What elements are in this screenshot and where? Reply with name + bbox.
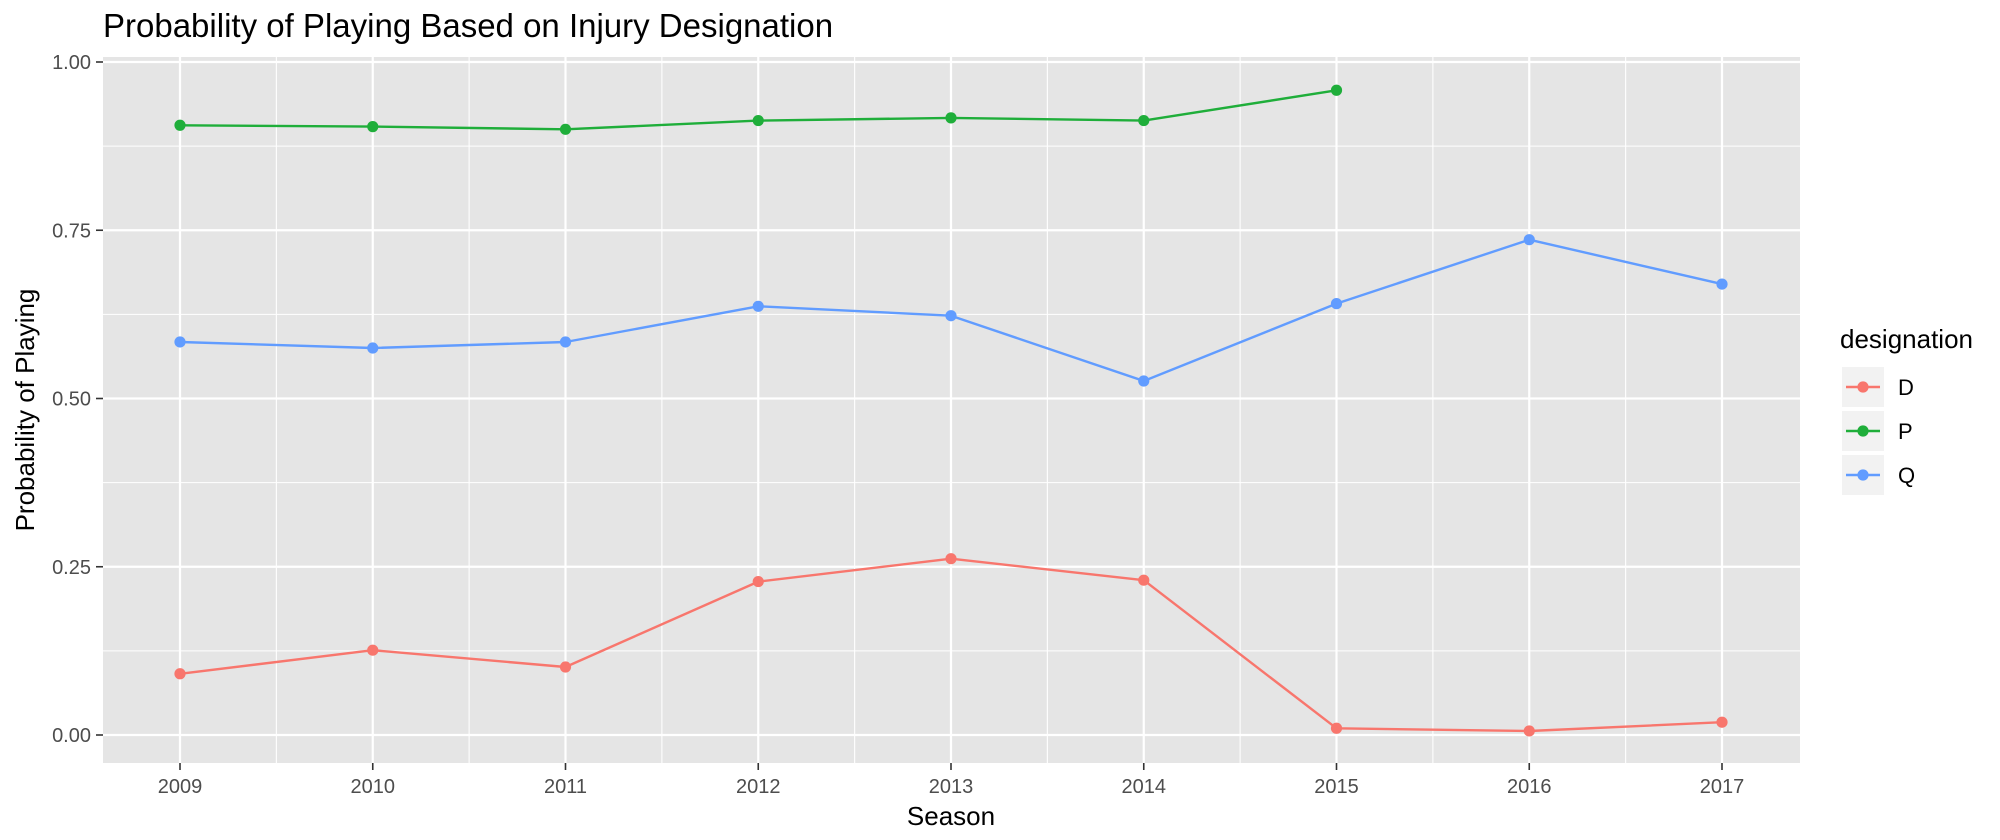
- x-tick-label: 2013: [929, 776, 974, 798]
- legend-key-point: [1857, 381, 1869, 393]
- y-tick-label: 0.50: [52, 389, 91, 411]
- x-tick-label: 2010: [351, 776, 396, 798]
- x-tick-label: 2014: [1122, 776, 1167, 798]
- data-point-Q: [752, 300, 764, 312]
- legend-item-P: P: [1842, 411, 1913, 451]
- legend-items: DPQ: [1842, 367, 1915, 495]
- data-point-Q: [1138, 375, 1150, 387]
- data-point-Q: [174, 336, 186, 348]
- data-point-Q: [1716, 278, 1728, 290]
- data-point-D: [945, 553, 957, 565]
- legend-label: D: [1898, 375, 1914, 400]
- axes: 0.00 0.25 0.50 0.75 1.00 2009 2010 2011 2012 2013…: [52, 52, 1744, 798]
- data-point-D: [559, 661, 572, 673]
- data-point-D: [1716, 716, 1728, 728]
- y-tick-label: 0.75: [52, 220, 91, 242]
- data-point-Q: [367, 342, 379, 354]
- data-point-D: [1330, 722, 1343, 734]
- data-point-P: [945, 112, 957, 124]
- data-point-Q: [559, 336, 572, 348]
- data-point-D: [1138, 574, 1150, 586]
- data-point-Q: [1330, 298, 1343, 310]
- data-point-D: [1523, 725, 1535, 737]
- x-axis-title: Season: [907, 801, 995, 831]
- y-axis-title: Probability of Playing: [10, 289, 40, 532]
- data-point-P: [174, 119, 186, 131]
- x-tick-label: 2016: [1507, 776, 1552, 798]
- gridlines: [103, 57, 1800, 763]
- data-point-P: [559, 123, 572, 135]
- legend-key-point: [1857, 469, 1869, 481]
- x-tick-label: 2012: [736, 776, 781, 798]
- data-point-D: [367, 644, 379, 656]
- legend-item-D: D: [1842, 367, 1914, 407]
- x-tick-label: 2011: [544, 776, 587, 798]
- data-point-D: [174, 668, 186, 680]
- legend-title: designation: [1840, 324, 1973, 354]
- data-point-P: [752, 114, 764, 127]
- series-Q: [174, 234, 1728, 387]
- data-point-Q: [1523, 234, 1535, 246]
- x-tick-label: 2017: [1700, 776, 1745, 798]
- data-point-Q: [945, 310, 957, 322]
- data-point-P: [367, 121, 379, 133]
- legend-label: P: [1898, 419, 1913, 444]
- legend-label: Q: [1898, 463, 1915, 488]
- series-D: [174, 553, 1728, 737]
- legend: designation DPQ: [1840, 324, 1973, 495]
- chart-title: Probability of Playing Based on Injury D…: [103, 7, 833, 44]
- x-tick-label: 2015: [1314, 776, 1359, 798]
- y-tick-label: 1.00: [52, 52, 91, 74]
- legend-key-point: [1857, 425, 1869, 437]
- y-tick-label: 0.25: [52, 557, 91, 579]
- series-P: [174, 84, 1343, 135]
- data-point-P: [1330, 84, 1343, 96]
- x-tick-label: 2009: [158, 776, 203, 798]
- y-tick-label: 0.00: [52, 725, 91, 747]
- data-point-P: [1138, 114, 1150, 127]
- legend-item-Q: Q: [1842, 455, 1915, 495]
- data-point-D: [752, 575, 764, 588]
- series-layer: [174, 84, 1728, 737]
